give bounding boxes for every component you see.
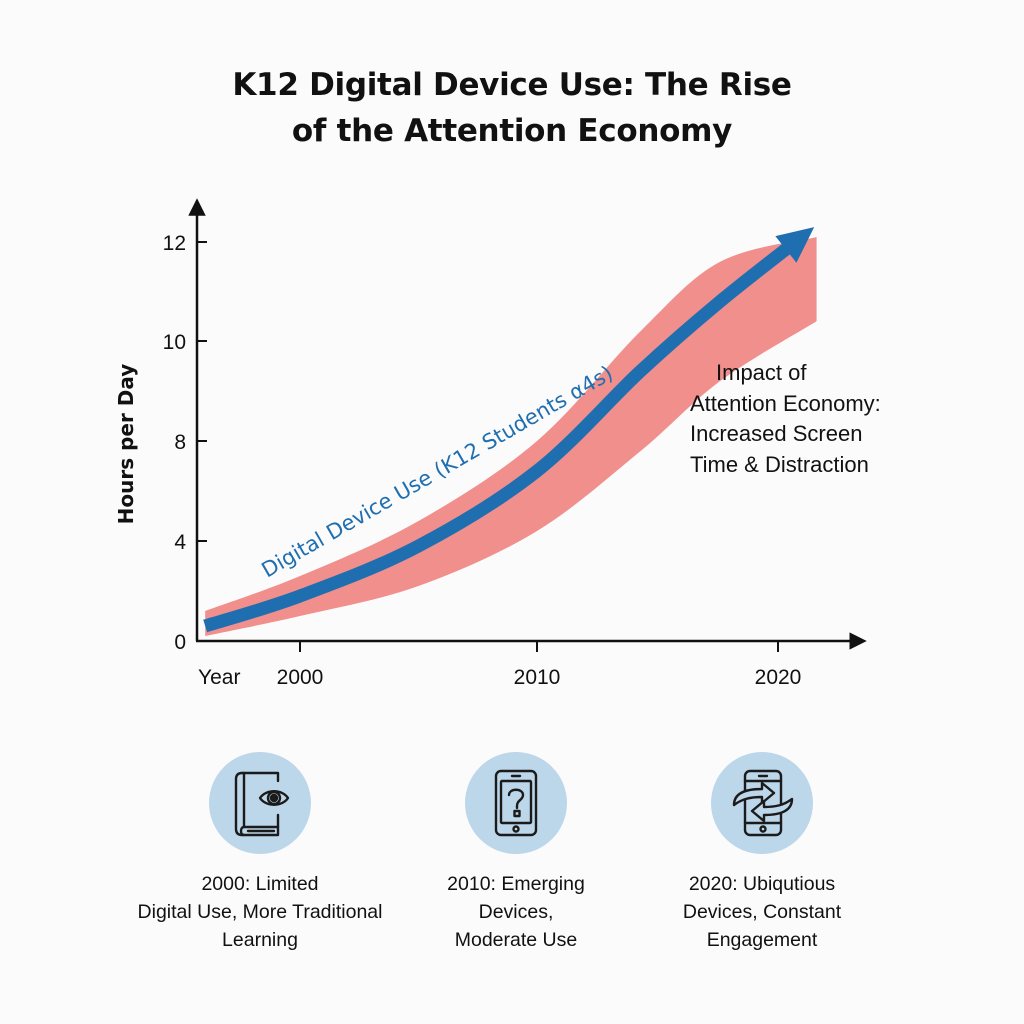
milestone-2010: 2010: Emerging Devices, Moderate Use: [386, 752, 646, 954]
milestone-caption-line: Learning: [222, 929, 298, 951]
milestone-caption-line: Engagement: [706, 929, 818, 951]
y-tick-label: 4: [174, 531, 186, 554]
y-tick-label: 12: [163, 232, 186, 255]
milestone-caption-line: 2000: Limited: [201, 873, 319, 895]
x-tick-label: 2000: [277, 666, 324, 689]
chart-title-line-2: of the Attention Economy: [291, 113, 733, 149]
milestone-caption-line: 2020: Ubiqutious: [688, 873, 836, 895]
annotation-line-4: Time & Distraction: [690, 451, 869, 477]
x-axis-title: Year: [198, 666, 240, 689]
annotation-line-1: Impact of: [716, 360, 807, 385]
phone-exchange-icon: [732, 769, 794, 837]
x-tick-label: 2020: [755, 666, 802, 689]
series-line-0: [203, 230, 808, 633]
milestone-badge: [711, 752, 813, 854]
y-tick-label: 0: [174, 631, 186, 654]
attention-economy-annotation: Impact of Attention Economy: Increased S…: [690, 358, 930, 480]
annotation-line-3: Increased Screen: [690, 421, 863, 446]
y-tick-label: 10: [163, 331, 186, 354]
series-arrowhead-0: [775, 227, 815, 263]
milestone-badge: [209, 752, 311, 854]
milestone-caption-line: Devices,: [478, 901, 554, 923]
x-tick-label: 2010: [514, 666, 561, 689]
milestone-caption-line: 2010: Emerging: [447, 873, 585, 895]
milestone-caption: 2020: Ubiqutious Devices, Constant Engag…: [632, 870, 892, 954]
milestone-badge: [465, 752, 567, 854]
milestone-caption-line: Devices, Constant: [682, 901, 842, 923]
y-tick-label: 8: [174, 431, 186, 454]
chart-title-line-1: K12 Digital Device Use: The Rise: [232, 67, 792, 103]
y-axis-title: Hours per Day: [114, 364, 138, 525]
annotation-line-2: Attention Economy:: [690, 390, 881, 416]
attention-impact-band: [205, 237, 817, 637]
milestone-2020: 2020: Ubiqutious Devices, Constant Engag…: [632, 752, 892, 954]
milestone-caption-line: Moderate Use: [454, 929, 578, 951]
milestone-caption-line: Digital Use, More Traditional: [137, 901, 383, 923]
book-eye-icon: [234, 771, 290, 837]
tablet-question-icon: [494, 769, 538, 837]
milestone-caption: 2010: Emerging Devices, Moderate Use: [386, 870, 646, 954]
chart-title: K12 Digital Device Use: The Rise of the …: [0, 62, 1024, 154]
milestone-caption: 2000: Limited Digital Use, More Traditio…: [130, 870, 390, 954]
milestone-2000: 2000: Limited Digital Use, More Traditio…: [130, 752, 390, 954]
